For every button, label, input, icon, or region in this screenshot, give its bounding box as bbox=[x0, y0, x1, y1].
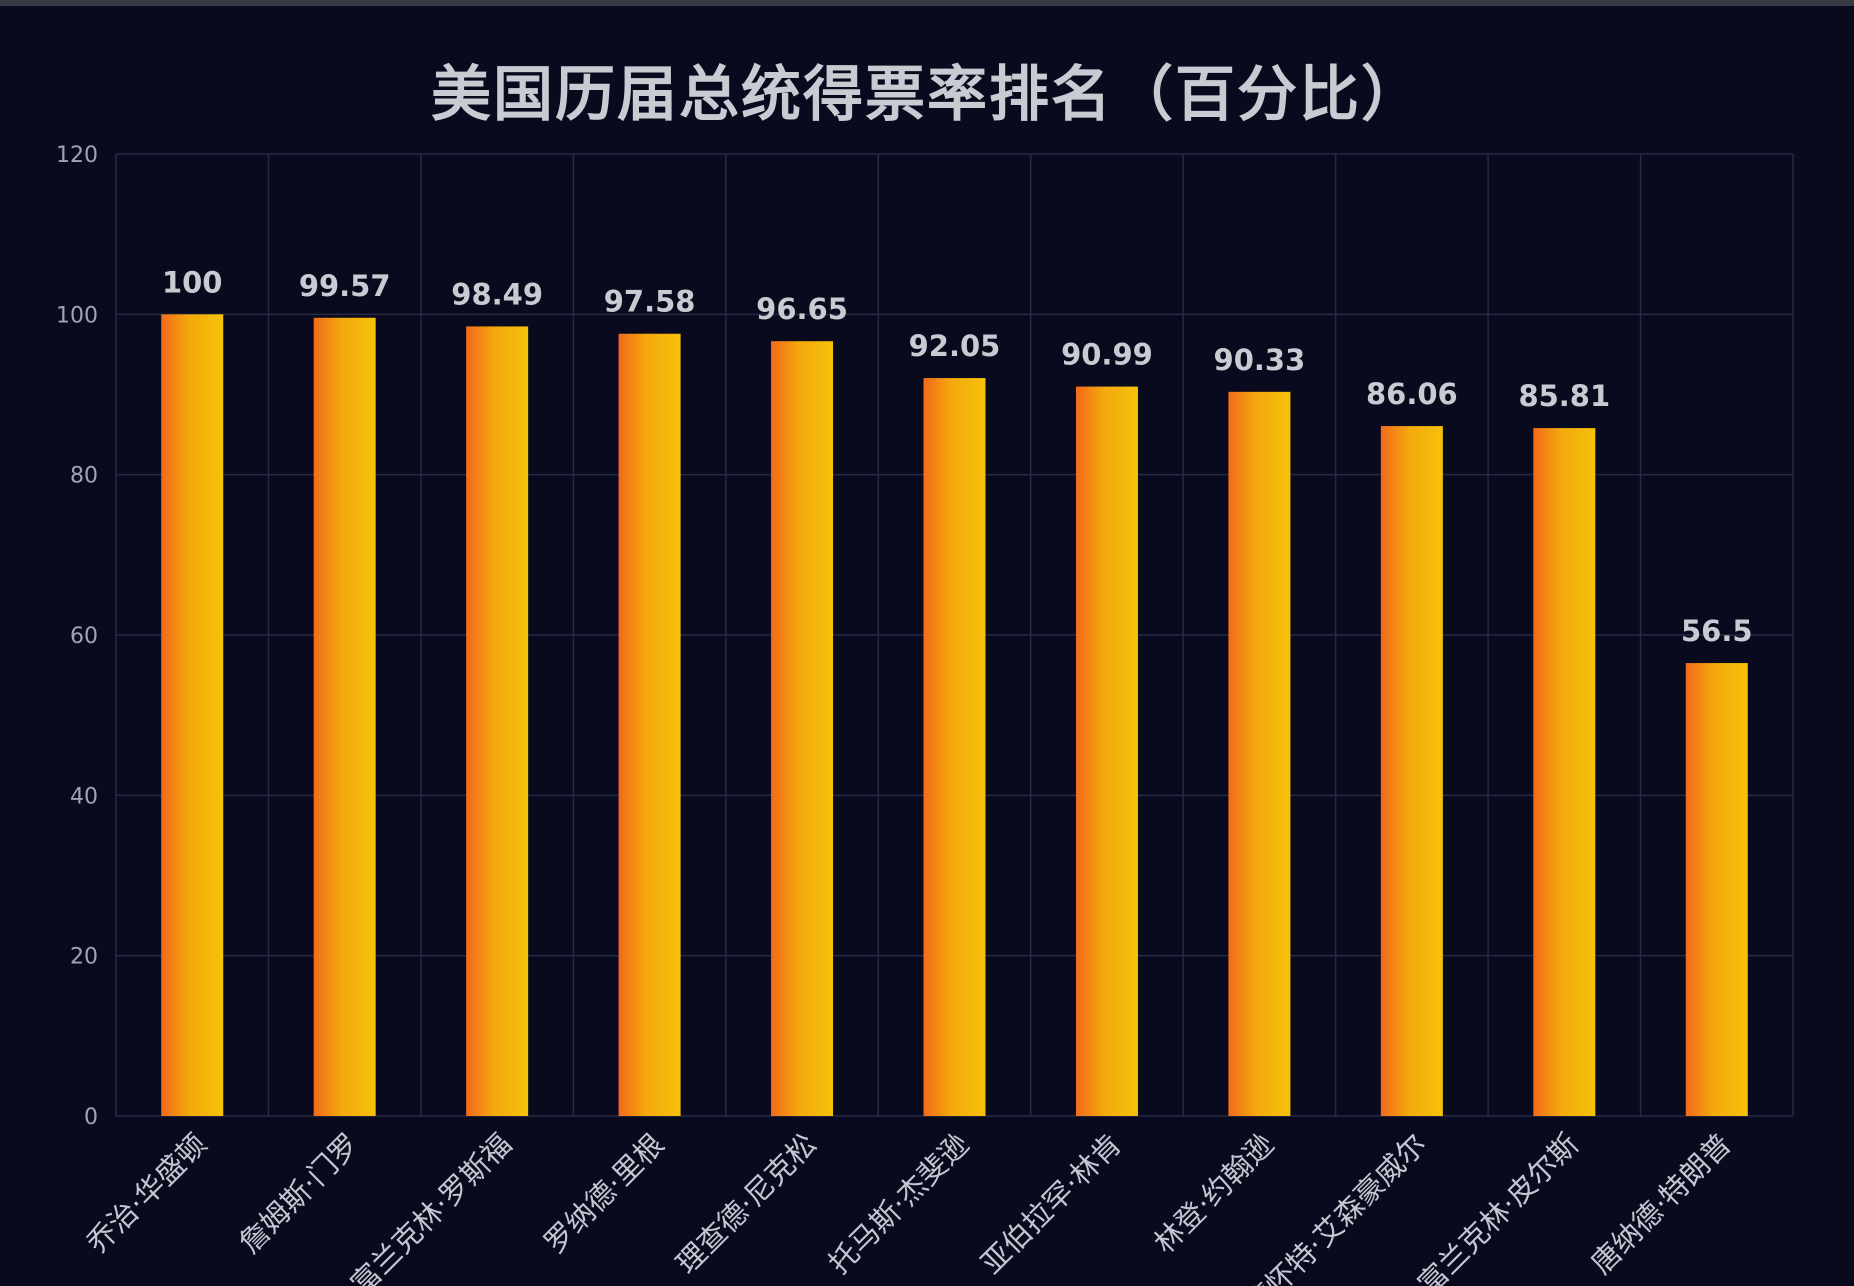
bar-1 bbox=[313, 317, 376, 1116]
category-label-1: 詹姆斯·门罗 bbox=[233, 1127, 366, 1260]
category-label-7: 林登·约翰逊 bbox=[1147, 1127, 1280, 1260]
category-label-0: 乔治·华盛顿 bbox=[80, 1127, 213, 1260]
bar-6 bbox=[1075, 386, 1138, 1117]
chart-title: 美国历届总统得票率排名（百分比） bbox=[431, 60, 1423, 130]
bar-0 bbox=[161, 314, 224, 1116]
value-label-10: 56.5 bbox=[1681, 614, 1753, 648]
bar-9 bbox=[1533, 428, 1596, 1116]
y-tick-label-40: 40 bbox=[70, 784, 98, 809]
category-label-9: 富兰克林·皮尔斯 bbox=[1411, 1127, 1585, 1286]
y-tick-label-80: 80 bbox=[70, 464, 98, 489]
bar-10 bbox=[1685, 663, 1748, 1116]
bar-5 bbox=[923, 378, 986, 1117]
y-tick-label-60: 60 bbox=[70, 624, 98, 649]
category-label-10: 唐纳德·特朗普 bbox=[1584, 1127, 1738, 1281]
value-label-0: 100 bbox=[162, 265, 223, 299]
y-tick-label-100: 100 bbox=[56, 303, 98, 328]
category-label-3: 罗纳德·里根 bbox=[537, 1127, 670, 1260]
value-label-3: 97.58 bbox=[604, 285, 696, 319]
value-label-7: 90.33 bbox=[1214, 343, 1306, 377]
bar-chart: 0 20 40 60 80 100 120 100 乔治·华盛顿 99.57 詹姆斯·门罗 98.49… bbox=[56, 143, 1794, 1286]
bar-3 bbox=[618, 333, 681, 1117]
bar-7 bbox=[1228, 391, 1291, 1116]
value-label-8: 86.06 bbox=[1366, 377, 1458, 411]
y-tick-label-120: 120 bbox=[56, 143, 98, 168]
category-label-2: 富兰克林·罗斯福 bbox=[344, 1127, 518, 1286]
bars bbox=[161, 314, 1748, 1117]
category-label-6: 亚伯拉罕·林肯 bbox=[974, 1127, 1128, 1281]
value-label-5: 92.05 bbox=[909, 329, 1001, 363]
y-tick-label-0: 0 bbox=[84, 1105, 98, 1130]
value-label-4: 96.65 bbox=[756, 292, 848, 326]
value-label-2: 98.49 bbox=[451, 277, 543, 311]
bar-8 bbox=[1380, 426, 1443, 1116]
bar-4 bbox=[771, 341, 834, 1116]
value-label-6: 90.99 bbox=[1061, 338, 1153, 372]
y-tick-label-20: 20 bbox=[70, 945, 98, 970]
value-label-9: 85.81 bbox=[1518, 379, 1610, 413]
value-label-1: 99.57 bbox=[299, 269, 391, 303]
bar-2 bbox=[466, 326, 529, 1117]
category-label-4: 理查德·尼克松 bbox=[669, 1127, 823, 1281]
category-label-5: 托马斯·杰斐逊 bbox=[822, 1127, 976, 1281]
